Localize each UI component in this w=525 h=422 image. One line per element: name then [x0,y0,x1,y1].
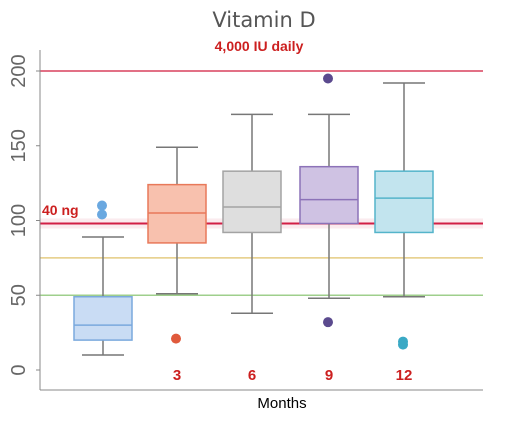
box-iqr [299,165,359,225]
y-tick-label: 200 [8,54,30,87]
outlier-point [97,200,107,211]
box-3 [147,146,207,344]
y-tick-label: 150 [8,129,30,162]
x-axis-label: Months [257,395,306,412]
y-tick-label: 50 [8,284,30,306]
y-tick-label: 0 [8,364,30,375]
outlier-point [323,73,333,84]
box-12 [374,82,434,350]
annotations: 4,000 IU daily 40 ng [42,38,304,218]
y-tick-label: 100 [8,204,30,237]
outlier-point [398,336,408,347]
annotation-40-ng: 40 ng [42,202,79,218]
outlier-point [323,317,333,328]
box-iqr [222,170,282,234]
box-9 [299,73,359,328]
box-baseline [73,200,133,356]
x-tick-label: 9 [325,367,333,384]
annotation-iu-daily: 4,000 IU daily [215,38,304,54]
x-tick-label: 12 [396,367,413,384]
y-tick-labels: 0 50 100 150 200 [8,54,40,376]
outlier-point [171,333,181,344]
x-tick-labels: 3 6 9 12 [173,367,413,384]
box-iqr [73,295,133,341]
box-iqr [374,170,434,234]
x-tick-label: 6 [248,367,256,384]
x-tick-label: 3 [173,367,181,384]
box-plots [73,73,434,356]
box-6 [222,113,282,314]
outlier-point [97,209,107,220]
chart-title: Vitamin D [212,8,315,32]
